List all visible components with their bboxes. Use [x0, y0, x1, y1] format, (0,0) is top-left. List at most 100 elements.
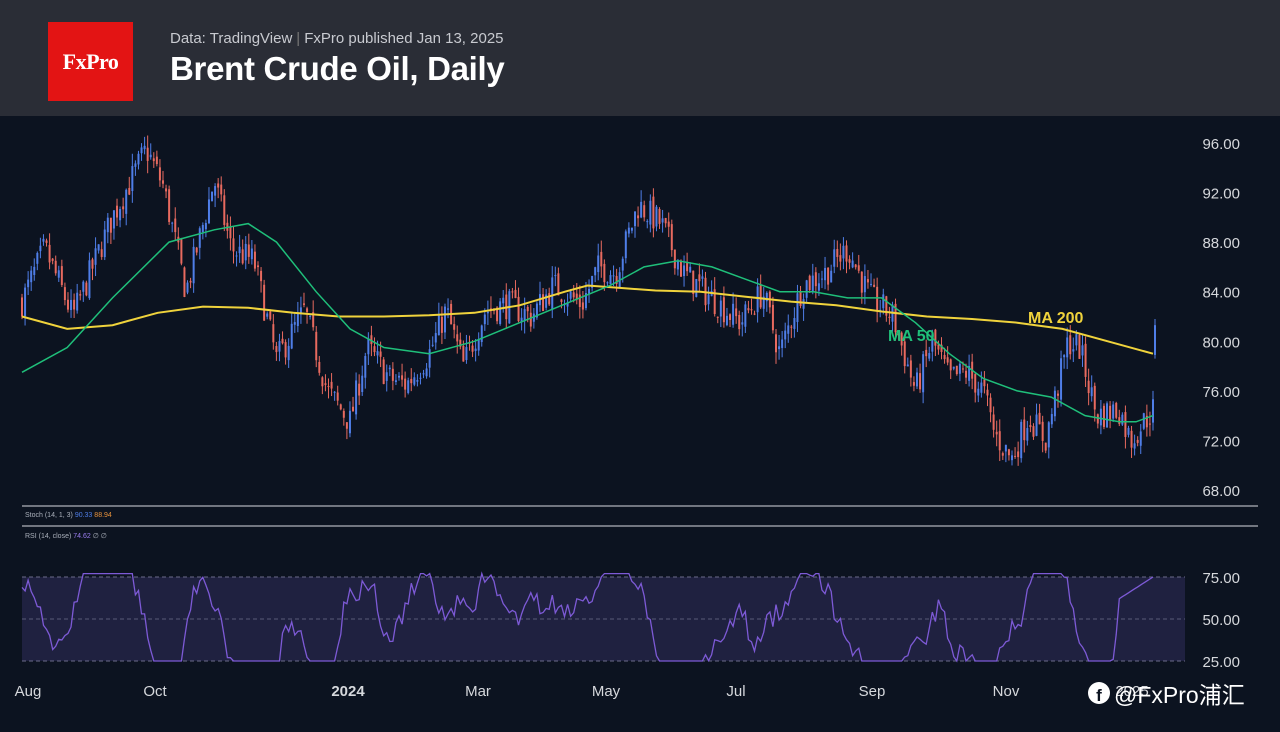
candle-body [370, 335, 373, 345]
candle-body [961, 368, 964, 370]
candle-body [382, 359, 385, 384]
candle-body [45, 240, 48, 243]
candle-body [1035, 414, 1038, 436]
candle-body [863, 276, 866, 293]
candle-body [330, 381, 333, 389]
candle-body [171, 222, 174, 224]
candle-body [1047, 422, 1050, 448]
candle-body [183, 267, 186, 297]
candle-body [523, 309, 526, 322]
candle-body [946, 357, 949, 363]
candle-body [870, 283, 873, 285]
rsi-axis: 75.00 50.00 25.00 [1202, 570, 1240, 671]
candle-body [36, 252, 39, 264]
candle-body [161, 180, 164, 184]
candle-body [725, 315, 728, 326]
candle-body [149, 154, 152, 158]
candle-body [915, 372, 918, 387]
candle-body [683, 265, 686, 277]
candle-body [811, 275, 814, 293]
candle-body [342, 410, 345, 418]
candle-body [1133, 443, 1136, 449]
candle-body [998, 431, 1001, 451]
candle-body [287, 345, 290, 361]
candle-body [453, 324, 456, 330]
candle-body [474, 348, 477, 352]
candle-body [1152, 399, 1154, 423]
candle-body [456, 334, 459, 342]
candle-body [207, 199, 210, 224]
candle-body [364, 356, 367, 378]
candle-body [103, 229, 106, 258]
candle-body [676, 260, 679, 270]
candle-body [1154, 325, 1156, 355]
candle-body [661, 218, 664, 223]
candle-body [214, 186, 217, 196]
candle-body [250, 248, 253, 260]
candle-body [937, 344, 940, 350]
candle-body [919, 373, 922, 390]
candle-body [60, 266, 63, 285]
candle-body [465, 347, 468, 361]
candle-body [1112, 404, 1115, 419]
candle-body [885, 296, 888, 316]
candle-body [302, 303, 305, 305]
candle-body [269, 311, 272, 320]
candle-body [1130, 430, 1133, 448]
candle-body [817, 283, 820, 291]
candle-body [974, 374, 977, 393]
candle-body [1142, 413, 1145, 429]
candle-body [1084, 343, 1087, 377]
ma50-label: MA 50 [888, 328, 935, 345]
stoch-indicator: Stoch (14, 1, 3) 90.33 88.94 [25, 512, 112, 519]
candle-body [315, 331, 318, 361]
rsi-indicator: RSI (14, close) 74.62 ∅ ∅ [25, 533, 107, 540]
candle-body [606, 282, 609, 284]
ma50-line [21, 222, 1154, 423]
candle-body [787, 325, 790, 334]
candle-body [805, 280, 808, 298]
candle-body [802, 299, 805, 309]
candle-body [30, 270, 33, 283]
candle-body [373, 346, 376, 353]
candle-body [514, 289, 517, 299]
candle-body [612, 275, 615, 277]
ma200-label: MA 200 [1028, 310, 1084, 327]
candle-body [275, 346, 278, 353]
candle-body [1093, 385, 1096, 410]
candle-body [796, 293, 799, 323]
candle-body [394, 380, 397, 383]
candle-body [447, 308, 450, 310]
candle-body [318, 361, 321, 373]
candle-body [1090, 387, 1093, 397]
candle-body [1106, 403, 1109, 428]
candle-body [692, 270, 695, 294]
candle-body [428, 349, 431, 368]
time-tick: Nov [993, 683, 1020, 700]
candle-body [1053, 390, 1056, 417]
candle-body [76, 292, 79, 311]
stoch-label: Stoch (14, 1, 3) [25, 512, 73, 519]
candle-body [247, 244, 250, 257]
candle-body [367, 338, 370, 355]
candle-body [1075, 334, 1078, 346]
candle-body [903, 341, 906, 367]
candle-body [765, 292, 768, 302]
candle-body [778, 346, 781, 350]
candle-body [293, 322, 296, 325]
candle-body [827, 267, 830, 285]
candle-body [336, 392, 339, 401]
candle-body [707, 294, 710, 305]
time-tick: Mar [465, 683, 491, 700]
candle-body [483, 314, 486, 325]
candle-body [253, 251, 256, 269]
candles [21, 135, 1156, 466]
candle-body [814, 272, 817, 287]
candle-body [747, 308, 750, 311]
candle-body [499, 301, 502, 324]
candle-body [361, 375, 364, 393]
candle-body [112, 210, 115, 229]
candle-body [845, 245, 848, 262]
candle-body [407, 380, 410, 393]
candle-body [137, 153, 140, 165]
